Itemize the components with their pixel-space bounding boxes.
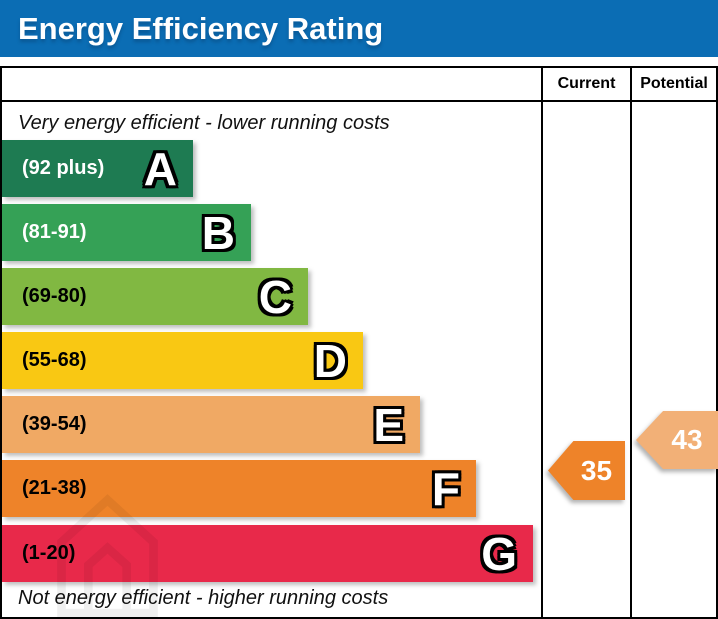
band-f-range-label: (21-38) bbox=[22, 477, 87, 499]
band-d: (55-68) D bbox=[2, 332, 363, 389]
band-c-letter: C bbox=[258, 270, 292, 323]
band-b: (81-91) B bbox=[2, 204, 251, 261]
band-e-letter: E bbox=[373, 398, 404, 451]
band-f-letter: F bbox=[431, 462, 460, 515]
band-c-range-label: (69-80) bbox=[22, 285, 87, 307]
band-e-range-label: (39-54) bbox=[22, 413, 87, 435]
bottom-note: Not energy efficient - higher running co… bbox=[18, 587, 389, 609]
band-g: (1-20) G bbox=[2, 525, 533, 582]
potential-column-divider bbox=[630, 68, 632, 617]
current-rating-value: 35 bbox=[580, 454, 613, 486]
band-c: (69-80) C bbox=[2, 268, 308, 325]
band-g-letter: G bbox=[481, 527, 517, 580]
band-d-letter: D bbox=[313, 334, 347, 387]
header-row-divider bbox=[2, 100, 716, 102]
band-g-range-label: (1-20) bbox=[22, 542, 76, 564]
potential-rating-value: 43 bbox=[671, 424, 703, 455]
column-header-potential: Potential bbox=[640, 75, 708, 92]
rating-table: Current Potential Very energy efficient … bbox=[0, 66, 718, 619]
potential-rating-arrow-shape: 43 bbox=[636, 411, 718, 469]
current-column-divider bbox=[541, 68, 543, 617]
potential-rating-arrow: 43 bbox=[636, 411, 718, 469]
band-e: (39-54) E bbox=[2, 396, 420, 453]
band-d-range-label: (55-68) bbox=[22, 349, 87, 371]
band-a-range-label: (92 plus) bbox=[22, 157, 105, 179]
current-rating-arrow-shape: 35 bbox=[548, 441, 625, 500]
top-note: Very energy efficient - lower running co… bbox=[18, 112, 390, 134]
page-title: Energy Efficiency Rating bbox=[18, 10, 384, 46]
band-a: (92 plus) A bbox=[2, 140, 193, 197]
current-rating-arrow: 35 bbox=[548, 441, 625, 500]
band-b-range-label: (81-91) bbox=[22, 221, 87, 243]
band-b-letter: B bbox=[201, 206, 235, 259]
band-a-letter: A bbox=[143, 142, 177, 195]
band-f: (21-38) F bbox=[2, 460, 476, 517]
column-header-current: Current bbox=[557, 75, 616, 92]
title-bar: Energy Efficiency Rating bbox=[0, 0, 718, 57]
